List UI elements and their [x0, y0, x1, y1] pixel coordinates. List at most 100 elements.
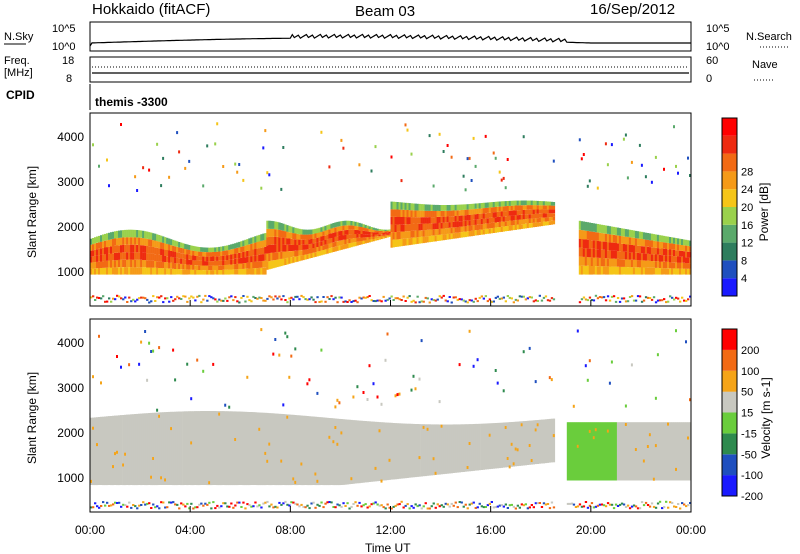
power-cell — [152, 267, 155, 275]
power-cell — [446, 144, 449, 147]
velocity-cell — [374, 421, 377, 482]
power-cell — [262, 247, 265, 255]
power-cell — [402, 295, 405, 298]
velocity-cell — [378, 422, 381, 481]
x-tick-label: 00:00 — [75, 523, 105, 537]
power-cell — [166, 250, 169, 257]
velocity-cell — [144, 413, 147, 486]
power-cell — [218, 260, 221, 266]
power-cell — [486, 223, 489, 229]
power-cell — [312, 238, 315, 244]
velocity-cell — [270, 413, 273, 486]
power-cell — [440, 234, 443, 241]
velocity-cell — [588, 429, 591, 433]
power-cell — [452, 233, 455, 239]
power-cell — [120, 252, 123, 260]
power-cell — [352, 242, 355, 247]
power-cell — [290, 296, 293, 299]
power-cell — [675, 238, 678, 245]
velocity-cell — [630, 505, 634, 508]
velocity-cell — [590, 422, 594, 481]
velocity-cell — [630, 422, 634, 481]
power-cell — [210, 261, 213, 266]
velocity-cell — [582, 505, 586, 508]
power-cell — [552, 202, 556, 206]
power-cell — [448, 216, 451, 223]
power-cell — [422, 300, 425, 303]
power-cell — [116, 245, 119, 253]
power-cell — [156, 296, 159, 299]
power-cell — [308, 234, 311, 240]
velocity-cell — [396, 503, 399, 506]
power-cell — [116, 294, 119, 297]
power-cell — [240, 241, 243, 247]
velocity-cell — [160, 412, 163, 485]
velocity-cell — [130, 414, 133, 485]
power-cell — [96, 236, 99, 243]
power-cell — [284, 224, 287, 232]
power-cell — [136, 230, 139, 238]
power-cell — [180, 258, 183, 264]
power-cell — [386, 229, 389, 231]
power-cell — [440, 222, 443, 229]
power-cell — [646, 233, 650, 240]
velocity-cell — [648, 433, 651, 437]
power-cell — [358, 163, 361, 167]
velocity-cell — [528, 506, 531, 509]
power-cell — [592, 223, 596, 232]
velocity-cell — [436, 503, 439, 506]
power-cell — [490, 222, 493, 229]
power-cell — [630, 267, 634, 275]
velocity-cell — [370, 421, 373, 482]
power-cell — [488, 212, 491, 218]
power-cell — [536, 200, 539, 206]
velocity-cell — [502, 389, 505, 393]
power-cell — [96, 255, 99, 262]
velocity-cell — [180, 411, 183, 486]
power-cell — [328, 165, 331, 169]
power-cell — [292, 227, 295, 234]
power-cell — [294, 256, 297, 263]
velocity-cell — [466, 507, 469, 510]
power-cell — [524, 209, 527, 215]
power-cell — [166, 297, 169, 300]
velocity-cell — [654, 396, 657, 400]
power-cell — [234, 296, 237, 299]
power-cell — [492, 227, 495, 233]
velocity-cell — [144, 503, 147, 506]
velocity-cell — [262, 502, 265, 505]
velocity-cell — [92, 426, 94, 430]
power-cell — [92, 143, 94, 147]
power-cell — [538, 213, 541, 218]
power-cell — [112, 253, 115, 261]
velocity-cell — [202, 504, 205, 507]
velocity-cell — [296, 503, 299, 506]
velocity-cell — [434, 424, 437, 475]
velocity-cell — [344, 419, 347, 485]
power-cell — [158, 235, 161, 242]
power-cell — [184, 264, 187, 270]
colorbar-segment — [722, 475, 737, 496]
power-cell — [260, 247, 263, 255]
velocity-cell — [422, 425, 425, 429]
power-cell — [206, 247, 209, 253]
power-cell — [506, 158, 509, 161]
power-cell — [498, 170, 501, 174]
power-cell — [228, 249, 231, 255]
power-cell — [92, 268, 95, 275]
noise-panel: N.Sky 10^5 10^0 10^5 10^0 N.Search — [4, 21, 792, 53]
power-cell — [332, 237, 335, 243]
power-cell — [102, 267, 105, 275]
velocity-cell — [310, 416, 313, 486]
power-cell — [456, 232, 459, 239]
velocity-cell — [675, 467, 677, 471]
power-cell — [598, 249, 602, 258]
power-cell — [120, 297, 123, 300]
power-cell — [328, 248, 331, 254]
power-cell — [673, 237, 676, 244]
velocity-cell — [188, 411, 191, 485]
power-cell — [470, 209, 473, 215]
power-cell — [142, 267, 145, 275]
power-cell — [494, 227, 497, 233]
velocity-cell — [322, 417, 325, 486]
